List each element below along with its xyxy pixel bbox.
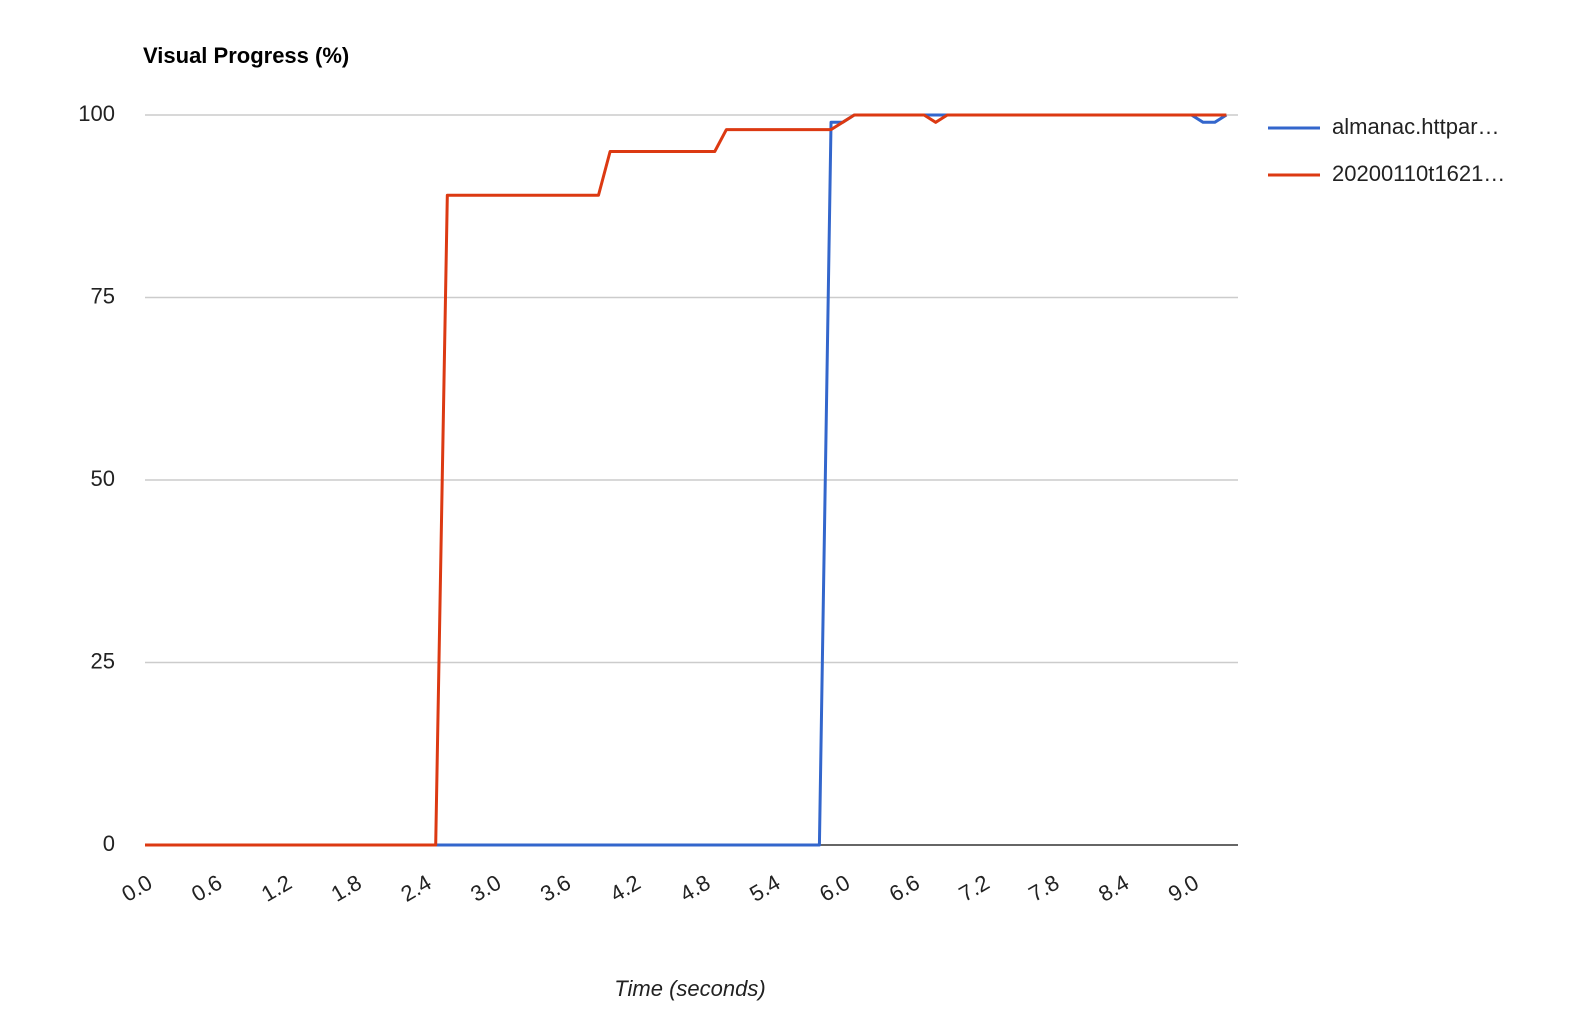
legend-label: almanac.httpar…: [1332, 114, 1500, 139]
x-tick-label: 0.6: [187, 870, 226, 907]
chart-title: Visual Progress (%): [143, 43, 349, 68]
x-tick-label: 8.4: [1094, 870, 1133, 907]
x-tick-label: 1.8: [327, 870, 366, 907]
legend-label: 20200110t1621…: [1332, 161, 1505, 186]
x-tick-label: 7.2: [955, 870, 994, 907]
x-tick-label: 2.4: [396, 870, 435, 907]
y-tick-label: 0: [103, 831, 115, 856]
series-line: [145, 113, 1227, 847]
x-tick-label: 6.6: [885, 870, 924, 907]
y-tick-label: 50: [91, 466, 115, 491]
x-tick-label: 1.2: [257, 870, 296, 907]
x-tick-label: 9.0: [1164, 870, 1203, 907]
x-tick-label: 0.0: [117, 870, 156, 907]
x-tick-label: 5.4: [745, 870, 784, 907]
x-tick-label: 6.0: [815, 870, 854, 907]
y-tick-label: 100: [78, 101, 115, 126]
x-tick-label: 3.0: [466, 870, 505, 907]
x-tick-label: 3.6: [536, 870, 575, 907]
y-tick-label: 75: [91, 283, 115, 308]
x-tick-label: 4.8: [676, 870, 715, 907]
x-tick-label: 7.8: [1024, 870, 1063, 907]
y-tick-label: 25: [91, 648, 115, 673]
x-tick-label: 4.2: [606, 870, 645, 907]
x-axis-title: Time (seconds): [614, 976, 765, 1001]
